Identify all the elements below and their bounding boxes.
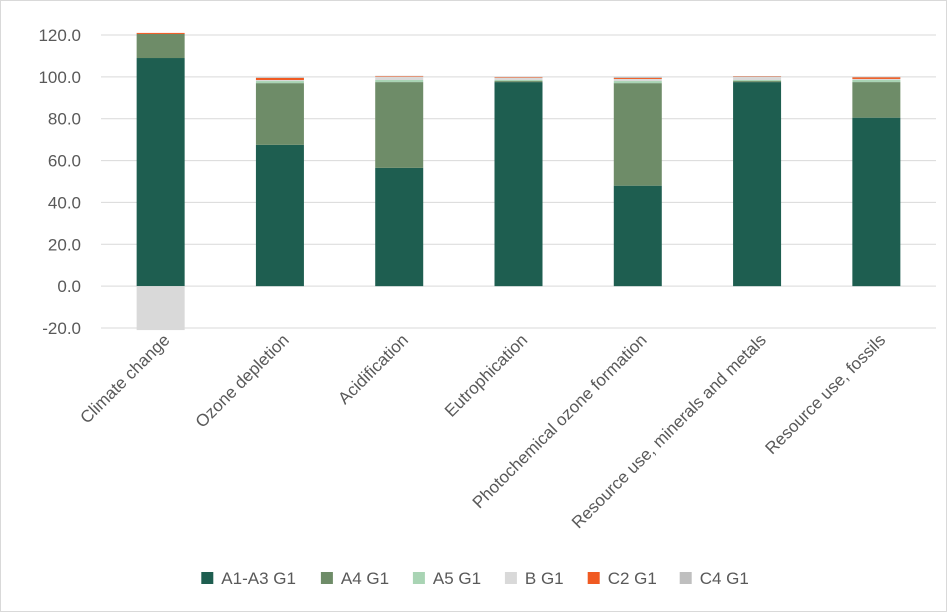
bar-segment — [495, 78, 543, 80]
legend-label: A4 G1 — [341, 569, 389, 588]
legend-swatch — [321, 572, 333, 584]
y-tick-label: 0.0 — [57, 277, 81, 296]
bar-segment — [375, 76, 423, 77]
legend-swatch — [201, 572, 213, 584]
legend-swatch — [413, 572, 425, 584]
bar-segment — [614, 78, 662, 79]
bar-segment — [256, 78, 304, 80]
y-tick-label: 20.0 — [48, 235, 81, 254]
x-category-label: Resource use, fossils — [761, 330, 889, 458]
legend-label: A1-A3 G1 — [221, 569, 296, 588]
bars — [137, 33, 901, 330]
x-category-label: Acidification — [334, 330, 412, 408]
y-axis-ticks: 120.0 100.0 80.0 60.0 40.0 20.0 0.0 -20.0 — [38, 26, 81, 338]
legend-label: C4 G1 — [700, 569, 749, 588]
x-category-label: Eutrophication — [441, 330, 531, 420]
y-tick-label: 60.0 — [48, 152, 81, 171]
x-category-label: Resource use, minerals and metals — [568, 330, 770, 532]
bar-segment — [256, 77, 304, 78]
bar-segment — [614, 81, 662, 83]
bar-segment — [614, 77, 662, 78]
bar-segment — [852, 82, 900, 118]
y-tick-label: 80.0 — [48, 110, 81, 129]
bar-segment — [137, 286, 185, 330]
bar-segment — [137, 33, 185, 34]
bar-segment — [256, 145, 304, 286]
legend-swatch — [588, 572, 600, 584]
x-category-label: Ozone depletion — [192, 330, 293, 431]
legend: A1-A3 G1 A4 G1 A5 G1 B G1 C2 G1 C4 G1 — [201, 569, 749, 588]
bar-segment — [614, 186, 662, 286]
bar-segment — [733, 80, 781, 81]
bar-segment — [733, 82, 781, 286]
y-tick-label: 40.0 — [48, 193, 81, 212]
bar-segment — [733, 81, 781, 82]
bar-segment — [852, 118, 900, 286]
y-tick-label: 100.0 — [38, 68, 81, 87]
y-tick-label: 120.0 — [38, 26, 81, 45]
legend-label: A5 G1 — [433, 569, 481, 588]
x-category-label: Climate change — [77, 330, 174, 427]
bar-segment — [852, 80, 900, 82]
bar-segment — [495, 77, 543, 78]
bar-segment — [495, 80, 543, 81]
bar-segment — [733, 77, 781, 80]
legend-label: B G1 — [525, 569, 564, 588]
legend-swatch — [680, 572, 692, 584]
bar-segment — [375, 82, 423, 168]
bar-segment — [495, 82, 543, 286]
bar-segment — [375, 77, 423, 80]
bar-segment — [256, 83, 304, 145]
legend-label: C2 G1 — [608, 569, 657, 588]
bar-segment — [137, 34, 185, 58]
bar-segment — [375, 80, 423, 82]
bar-segment — [614, 83, 662, 186]
bar-segment — [495, 81, 543, 82]
bar-segment — [256, 80, 304, 81]
bar-segment — [852, 79, 900, 80]
bar-segment — [614, 79, 662, 81]
bar-segment — [256, 81, 304, 83]
legend-swatch — [505, 572, 517, 584]
bar-segment — [852, 77, 900, 79]
bar-segment — [375, 168, 423, 286]
bar-segment — [137, 58, 185, 286]
y-tick-label: -20.0 — [42, 319, 81, 338]
